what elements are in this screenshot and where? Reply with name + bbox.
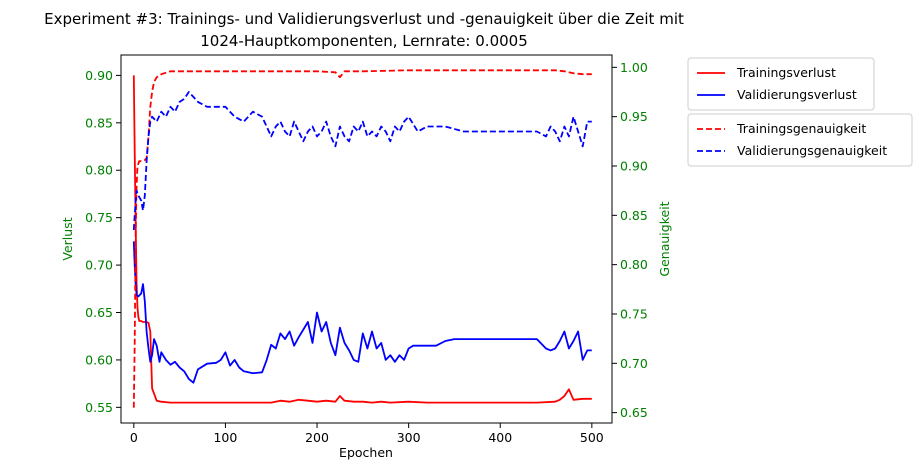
y-left-tick-label: 0.85 xyxy=(85,115,113,130)
series-line-validierungsgenauigkeit xyxy=(132,91,592,231)
y-right-tick-label: 0.85 xyxy=(620,208,648,223)
series-line-validierungsverlust xyxy=(132,241,592,384)
y-right-tick-label: 0.70 xyxy=(620,356,648,371)
plot-frame xyxy=(120,54,613,424)
legend-label-train-acc: Trainingsgenauigkeit xyxy=(736,121,866,136)
legend-loss: Trainingsverlust Validierungsverlust xyxy=(687,57,875,111)
series-layer xyxy=(132,69,592,408)
y-right-tick-label: 0.75 xyxy=(620,306,648,321)
chart-title-line2: 1024-Hauptkomponenten, Lernrate: 0.0005 xyxy=(200,32,528,50)
legend-label-val-acc: Validierungsgenauigkeit xyxy=(737,143,887,158)
y-left-tick-label: 0.70 xyxy=(85,258,113,273)
x-tick-label: 500 xyxy=(580,430,604,445)
y-left-tick-label: 0.65 xyxy=(85,305,113,320)
legend-label-train-loss: Trainingsverlust xyxy=(736,65,836,80)
ticks-layer: 0 100 200 300 400 500 0.55 0.60 0.65 0.70 0.75 0.80… xyxy=(85,60,648,445)
legend-loss-frame xyxy=(687,57,875,111)
x-tick-label: 200 xyxy=(305,430,329,445)
y-right-tick-label: 1.00 xyxy=(620,60,648,75)
x-axis-label: Epochen xyxy=(339,445,393,460)
legend-accuracy: Trainingsgenauigkeit Validierungsgenauig… xyxy=(687,113,913,167)
y-axis-label-left: Verlust xyxy=(60,217,75,260)
series-line-trainingsgenauigkeit xyxy=(132,69,592,408)
y-axis-label-right: Genauigkeit xyxy=(657,201,672,276)
legend-accuracy-frame xyxy=(687,113,913,167)
x-tick-label: 100 xyxy=(213,430,237,445)
y-left-tick-label: 0.55 xyxy=(85,400,113,415)
y-left-tick-label: 0.60 xyxy=(85,352,113,367)
y-right-tick-label: 0.80 xyxy=(620,257,648,272)
y-right-tick-label: 0.95 xyxy=(620,109,648,124)
y-right-tick-label: 0.65 xyxy=(620,405,648,420)
y-left-tick-label: 0.90 xyxy=(85,68,113,83)
y-right-tick-label: 0.90 xyxy=(620,158,648,173)
chart-title-line1: Experiment #3: Trainings- und Validierun… xyxy=(44,10,684,28)
x-tick-label: 400 xyxy=(488,430,512,445)
legend-label-val-loss: Validierungsverlust xyxy=(737,87,857,102)
y-left-tick-label: 0.80 xyxy=(85,163,113,178)
y-left-tick-label: 0.75 xyxy=(85,210,113,225)
x-tick-label: 0 xyxy=(130,430,138,445)
x-tick-label: 300 xyxy=(397,430,421,445)
series-line-trainingsverlust xyxy=(132,75,592,404)
